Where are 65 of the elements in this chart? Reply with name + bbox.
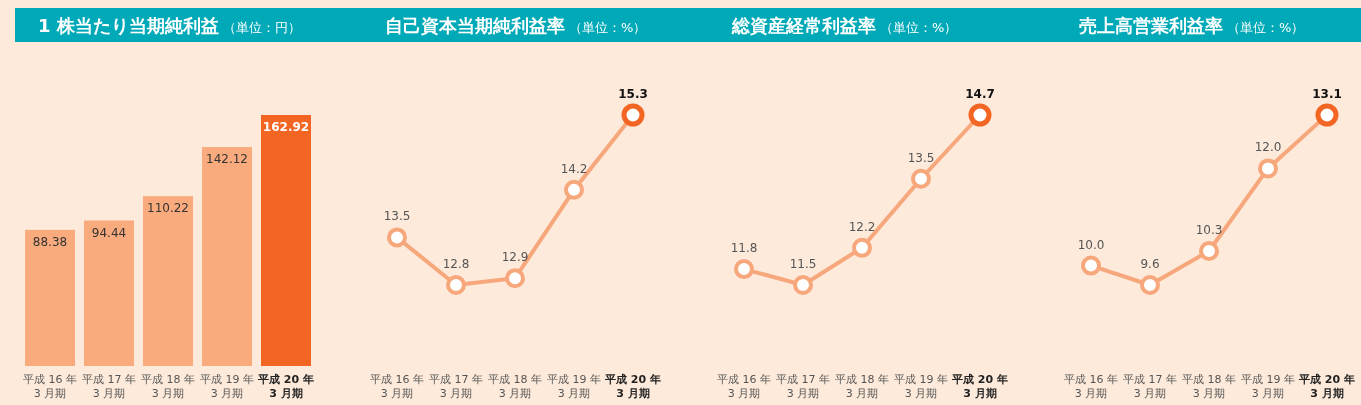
data-label: 110.22 — [147, 201, 189, 216]
x-tick-label: 平成 17 年 3 月期 — [429, 373, 483, 400]
point — [564, 179, 584, 200]
x-tick-label: 平成 19 年 3 月期 — [894, 373, 948, 400]
chart-title: 自己資本当期純利益率 — [385, 15, 565, 36]
chart-subtitle: （単位：%） — [569, 20, 647, 35]
x-tick-label: 平成 18 年 3 月期 — [1182, 373, 1236, 400]
x-tick-label: 平成 19 年 3 月期 — [200, 373, 254, 400]
data-label: 142.12 — [206, 152, 248, 167]
point — [734, 259, 754, 280]
data-label: 11.5 — [789, 257, 817, 271]
point — [446, 275, 466, 295]
point — [505, 268, 525, 289]
x-tick-label: 平成 20 年 3 月期 — [257, 373, 314, 400]
data-label: 9.6 — [1140, 257, 1160, 271]
data-label: 10.0 — [1077, 237, 1105, 252]
data-label: 13.5 — [383, 209, 411, 224]
data-label: 12.9 — [501, 250, 529, 265]
point — [793, 275, 813, 295]
x-tick-label: 平成 16 年 3 月期 — [1064, 373, 1118, 400]
data-label: 10.3 — [1195, 223, 1223, 237]
point — [1258, 158, 1278, 179]
bar — [25, 229, 75, 366]
point — [1140, 275, 1160, 295]
x-tick-label: 平成 18 年 3 月期 — [488, 373, 542, 400]
x-tick-label: 平成 19 年 3 月期 — [1241, 373, 1295, 400]
data-label: 14.7 — [965, 87, 995, 101]
data-label: 13.5 — [907, 150, 935, 165]
x-tick-label: 平成 17 年 3 月期 — [1123, 373, 1177, 400]
point — [1081, 255, 1101, 276]
bar — [202, 147, 252, 366]
chart-subtitle: （単位：円） — [222, 20, 301, 35]
x-tick-label: 平成 16 年 3 月期 — [23, 373, 77, 400]
point — [387, 227, 407, 248]
data-label: 12.0 — [1254, 140, 1282, 155]
x-tick-label: 平成 20 年 3 月期 — [604, 373, 661, 400]
chart-subtitle: （単位：%） — [1227, 20, 1305, 35]
bar — [84, 220, 134, 366]
bar — [261, 115, 311, 366]
x-tick-label: 平成 18 年 3 月期 — [835, 373, 889, 400]
x-tick-label: 平成 16 年 3 月期 — [370, 373, 424, 400]
chart-title: 売上高営業利益率 — [1079, 15, 1223, 36]
bar — [143, 196, 193, 366]
point — [852, 237, 872, 258]
data-label: 12.8 — [442, 257, 470, 271]
x-tick-label: 平成 20 年 3 月期 — [951, 373, 1008, 400]
x-tick-label: 平成 17 年 3 月期 — [776, 373, 830, 400]
data-label: 12.2 — [848, 219, 876, 234]
x-tick-label: 平成 19 年 3 月期 — [547, 373, 601, 400]
x-tick-label: 平成 20 年 3 月期 — [1298, 373, 1355, 400]
data-label: 11.8 — [730, 241, 758, 256]
x-tick-label: 平成 16 年 3 月期 — [717, 373, 771, 400]
data-label: 94.44 — [91, 225, 127, 240]
point — [1199, 241, 1219, 261]
chart-title: 総資産経常利益率 — [731, 15, 876, 36]
x-tick-label: 平成 17 年 3 月期 — [82, 373, 136, 400]
x-tick-label: 平成 18 年 3 月期 — [141, 373, 195, 400]
point — [911, 168, 931, 189]
data-label: 13.1 — [1312, 87, 1342, 101]
data-label: 14.2 — [560, 161, 588, 176]
chart-title: 1 株当たり当期純利益 — [38, 15, 219, 36]
data-label: 162.92 — [262, 120, 310, 134]
data-label: 88.38 — [32, 234, 68, 249]
chart-subtitle: （単位：%） — [880, 20, 958, 35]
data-label: 15.3 — [618, 87, 648, 101]
